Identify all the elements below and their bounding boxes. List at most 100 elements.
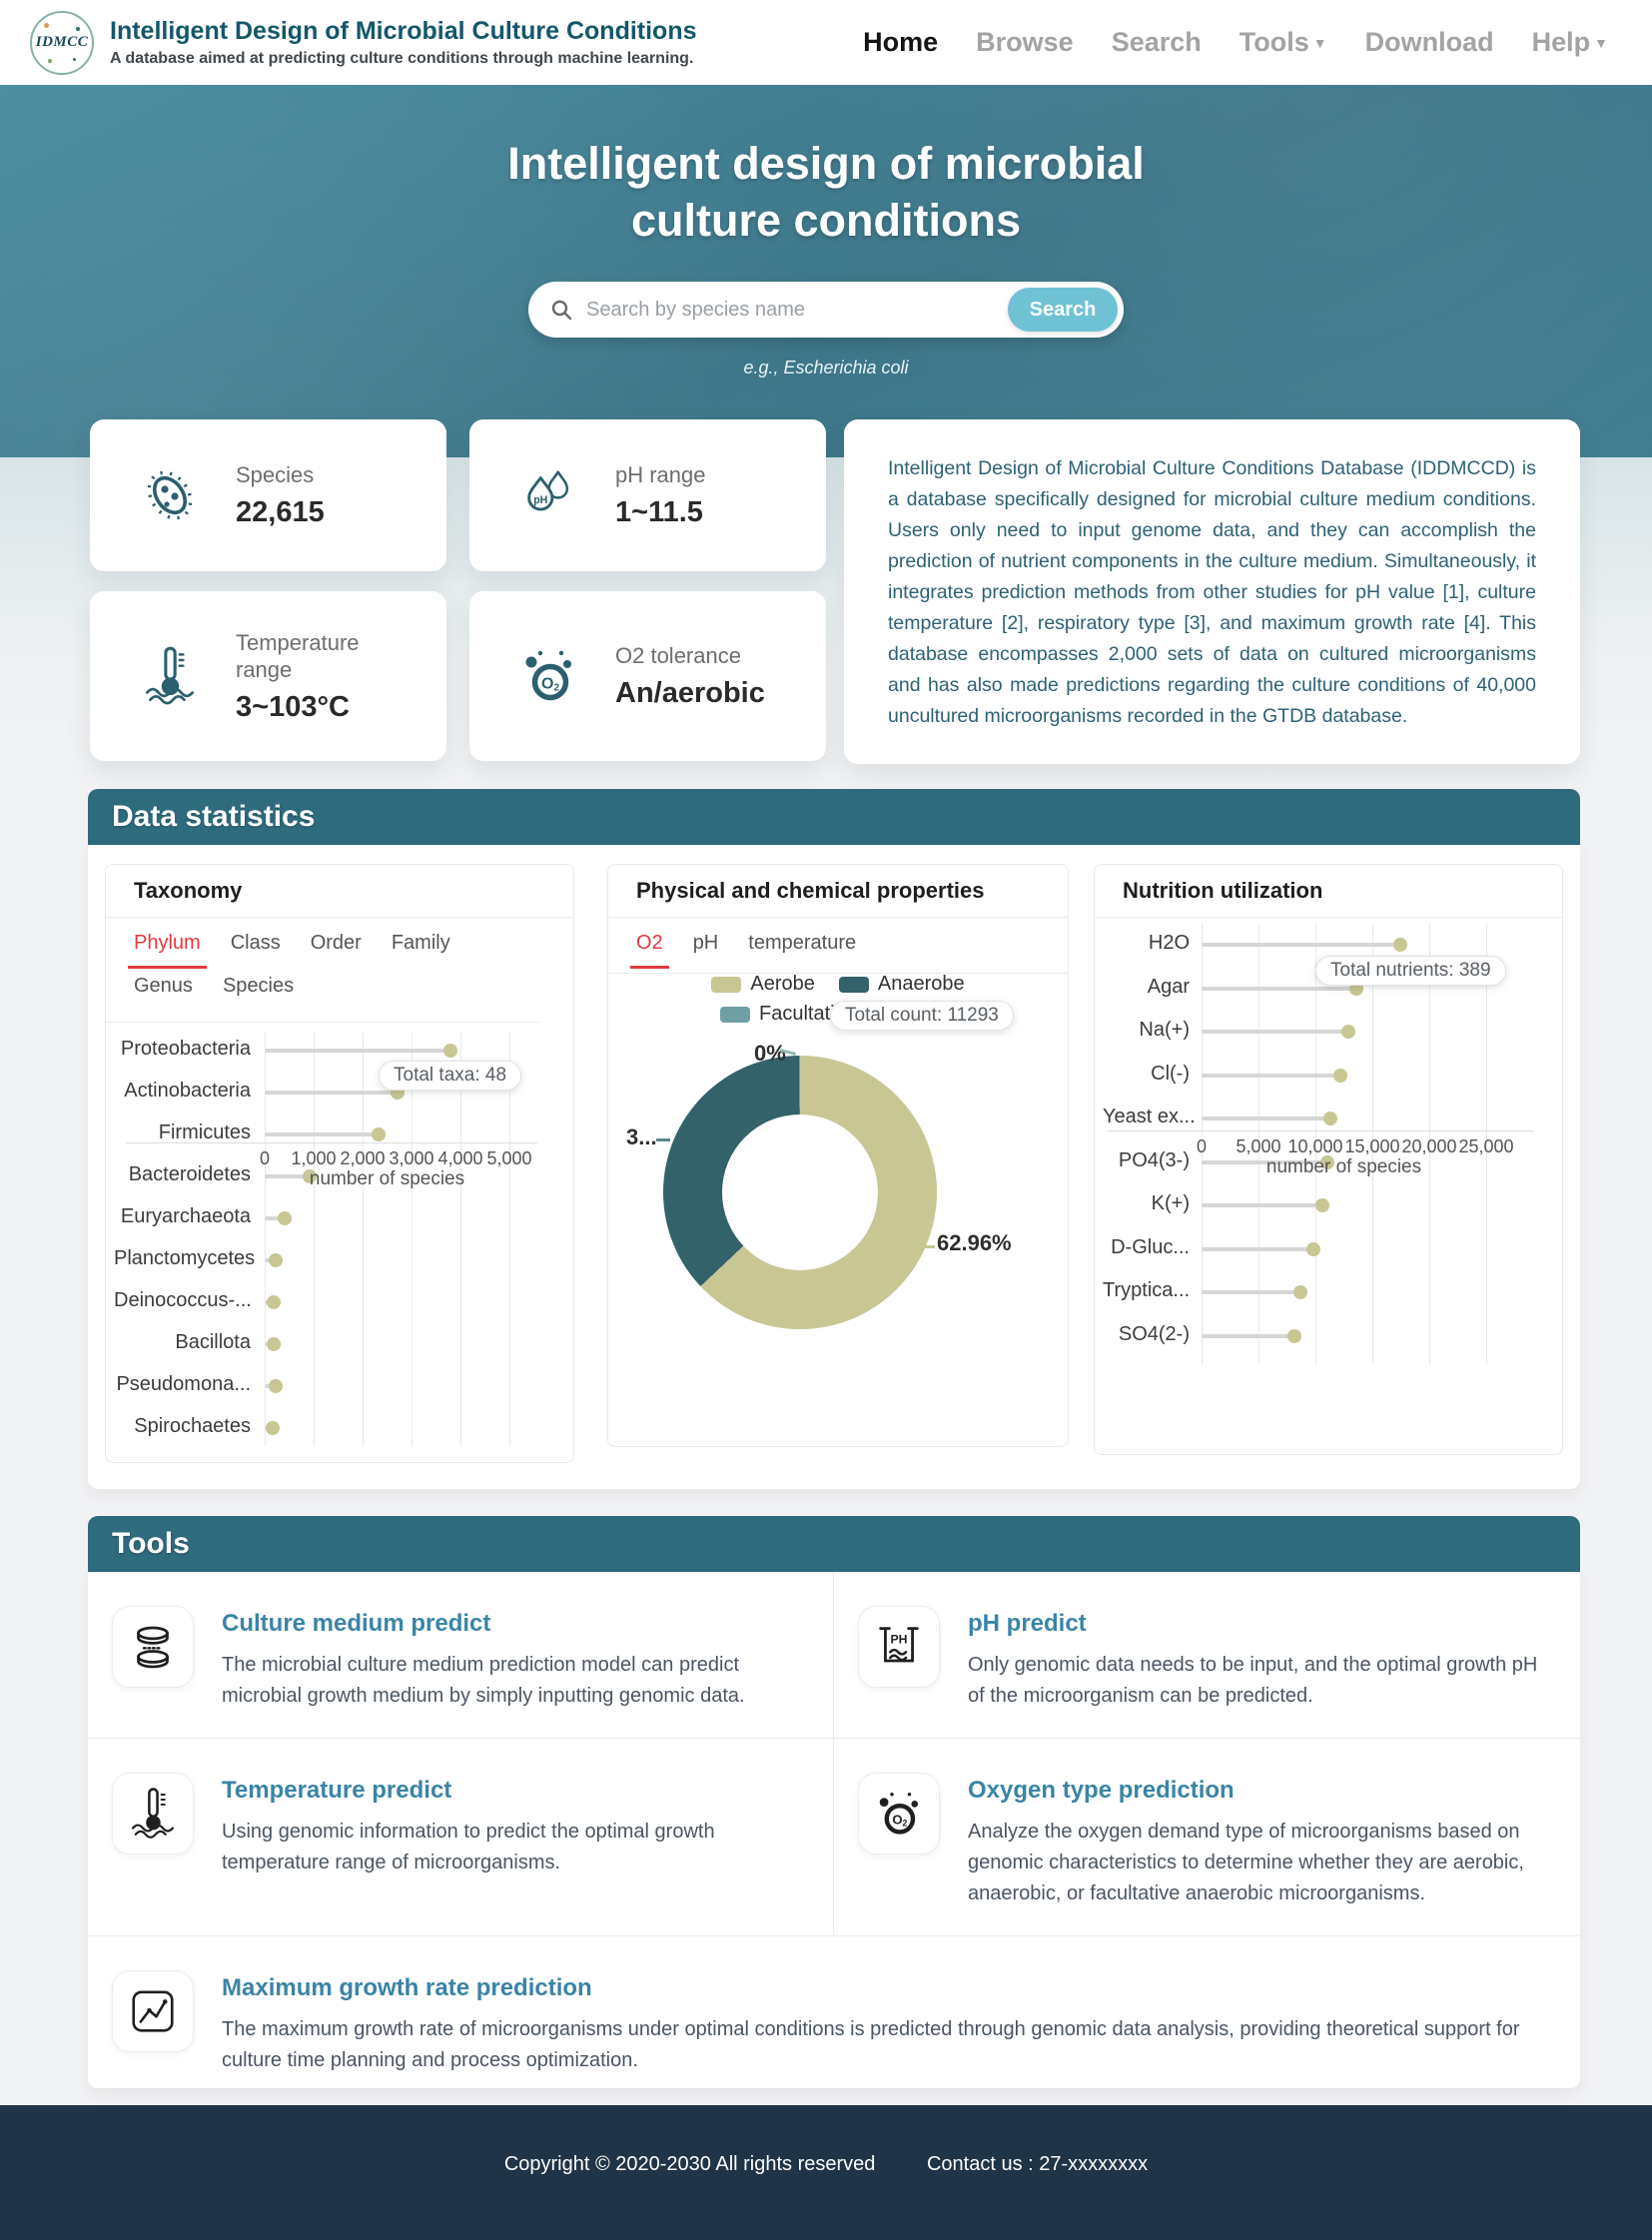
x-axis-line [126, 1142, 537, 1143]
tool-culture-medium-predict[interactable]: Culture medium predict The microbial cul… [88, 1572, 834, 1739]
brand: IDMCC Intelligent Design of Microbial Cu… [30, 10, 697, 75]
lollipop-dot[interactable] [1323, 1112, 1338, 1125]
pie-leader-line [921, 1245, 935, 1248]
gridline [265, 1033, 266, 1446]
lollipop-dot[interactable] [1392, 938, 1407, 952]
tab-order[interactable]: Order [310, 932, 362, 954]
lollipop-dot[interactable] [267, 1295, 282, 1309]
taxonomy-panel: Taxonomy Phylum Class Order Family Genus Spec… [105, 864, 574, 1463]
tab-temperature[interactable]: temperature [748, 932, 857, 954]
legend-item-aerobe[interactable]: Aerobe [711, 973, 815, 996]
logo-text: IDMCC [35, 34, 89, 50]
x-tick-label: 2,000 [340, 1148, 386, 1168]
category-label: Bacteroidetes [128, 1163, 251, 1185]
nav-item-help[interactable]: Help ▼ [1532, 27, 1608, 58]
tab-class[interactable]: Class [230, 932, 281, 954]
panel-title: Taxonomy [106, 865, 573, 918]
category-label: Proteobacteria [120, 1038, 251, 1060]
lollipop-dot[interactable] [443, 1044, 458, 1058]
stat-value: 22,615 [236, 495, 325, 528]
gridline [1372, 923, 1373, 1364]
tool-temperature-predict[interactable]: Temperature predict Using genomic inform… [88, 1739, 834, 1936]
tool-description: The microbial culture medium prediction … [222, 1654, 745, 1707]
chart-tooltip: Total taxa: 48 [379, 1061, 522, 1091]
svg-text:pH: pH [533, 494, 547, 506]
lollipop-stem [1202, 1073, 1340, 1078]
petri-dish-icon [112, 1606, 194, 1688]
lollipop-dot[interactable] [266, 1421, 281, 1435]
ph-tank-icon: PH [858, 1606, 940, 1688]
tab-phylum[interactable]: Phylum [128, 932, 207, 969]
hero-title: Intelligent design of microbial culture … [0, 85, 1652, 249]
nav-item-download[interactable]: Download [1364, 27, 1494, 57]
lollipop-dot[interactable] [1292, 1285, 1307, 1299]
legend-item-anaerobe[interactable]: Anaerobe [838, 973, 965, 996]
tool-title: Oxygen type prediction [968, 1777, 1235, 1804]
category-label: Cl(-) [1151, 1062, 1190, 1085]
lollipop-dot[interactable] [1340, 1025, 1355, 1039]
logo-decoration [73, 57, 76, 61]
lollipop-dot[interactable] [269, 1379, 284, 1393]
nav-item-home[interactable]: Home [863, 27, 939, 57]
x-tick-label: 20,000 [1401, 1136, 1457, 1156]
tab-species[interactable]: Species [222, 975, 295, 997]
lollipop-dot[interactable] [303, 1169, 318, 1183]
lollipop-stem [1202, 1159, 1327, 1164]
gridline [1202, 923, 1203, 1364]
gridline [1486, 923, 1487, 1364]
category-label: D-Gluc... [1111, 1235, 1190, 1258]
lollipop-stem [1202, 986, 1357, 991]
lollipop-dot[interactable] [278, 1211, 293, 1225]
contact-text: Contact us : 27-xxxxxxxx [926, 2153, 1149, 2175]
lollipop-dot[interactable] [372, 1127, 387, 1141]
lollipop-stem [265, 1091, 399, 1095]
taxonomy-tabs: Phylum Class Order Family Genus Species [106, 918, 539, 1023]
tab-family[interactable]: Family [391, 932, 450, 954]
lollipop-stem [1202, 943, 1400, 947]
lollipop-dot[interactable] [1305, 1241, 1320, 1256]
nav-item-search[interactable]: Search [1111, 27, 1202, 57]
o2-donut-chart[interactable] [663, 1056, 937, 1329]
tab-genus[interactable]: Genus [134, 975, 193, 997]
tools-body: Culture medium predict The microbial cul… [88, 1572, 1580, 2088]
site-logo[interactable]: IDMCC [30, 10, 94, 75]
gridline [1315, 923, 1316, 1364]
lollipop-dot[interactable] [1287, 1328, 1302, 1343]
legend-label: Anaerobe [877, 973, 965, 995]
nav-item-browse[interactable]: Browse [976, 27, 1074, 57]
tool-ph-predict[interactable]: PH pH predict Only genomic data needs to… [834, 1572, 1580, 1739]
top-bar: IDMCC Intelligent Design of Microbial Cu… [0, 0, 1652, 85]
tool-maximum-growth-rate-prediction[interactable]: Maximum growth rate prediction The maxim… [88, 1936, 1580, 2102]
data-statistics-header: Data statistics [88, 789, 1580, 845]
lollipop-dot[interactable] [269, 1253, 284, 1267]
lollipop-dot[interactable] [1319, 1154, 1334, 1169]
section-title: Data statistics [112, 800, 316, 833]
search-input[interactable] [584, 297, 1008, 323]
tool-oxygen-type-prediction[interactable]: O2 Oxygen type prediction Analyze the ox… [834, 1739, 1580, 1936]
tab-ph[interactable]: pH [692, 932, 719, 954]
search-button[interactable]: Search [1008, 288, 1118, 332]
svg-text:O2: O2 [541, 676, 559, 694]
tab-o2[interactable]: O2 [630, 932, 669, 969]
logo-decoration [76, 26, 80, 31]
gridline [1258, 923, 1259, 1364]
gridline [363, 1033, 364, 1446]
lollipop-dot[interactable] [1332, 1068, 1347, 1083]
gridline [460, 1033, 461, 1446]
lollipop-stem [265, 1132, 380, 1136]
stat-card-ph-range: pH pH range 1~11.5 [469, 419, 826, 571]
tool-description: The maximum growth rate of microorganism… [222, 2018, 1520, 2071]
nav-item-tools[interactable]: Tools ▼ [1239, 27, 1327, 58]
lollipop-stem [1202, 1290, 1300, 1294]
lollipop-dot[interactable] [1314, 1198, 1329, 1212]
svg-text:O2: O2 [892, 1813, 907, 1829]
category-label: Spirochaetes [134, 1415, 251, 1437]
species-search-bar: Search [528, 282, 1124, 338]
physical-chemical-panel: Physical and chemical properties O2 pH tem… [607, 864, 1069, 1447]
pie-leader-line [656, 1138, 670, 1141]
lollipop-dot[interactable] [267, 1337, 282, 1351]
hero-banner: Intelligent design of microbial culture … [0, 85, 1652, 457]
stat-value: 3~103°C [236, 690, 350, 723]
lollipop-stem [265, 1216, 286, 1220]
site-title: Intelligent Design of Microbial Culture … [110, 16, 697, 45]
